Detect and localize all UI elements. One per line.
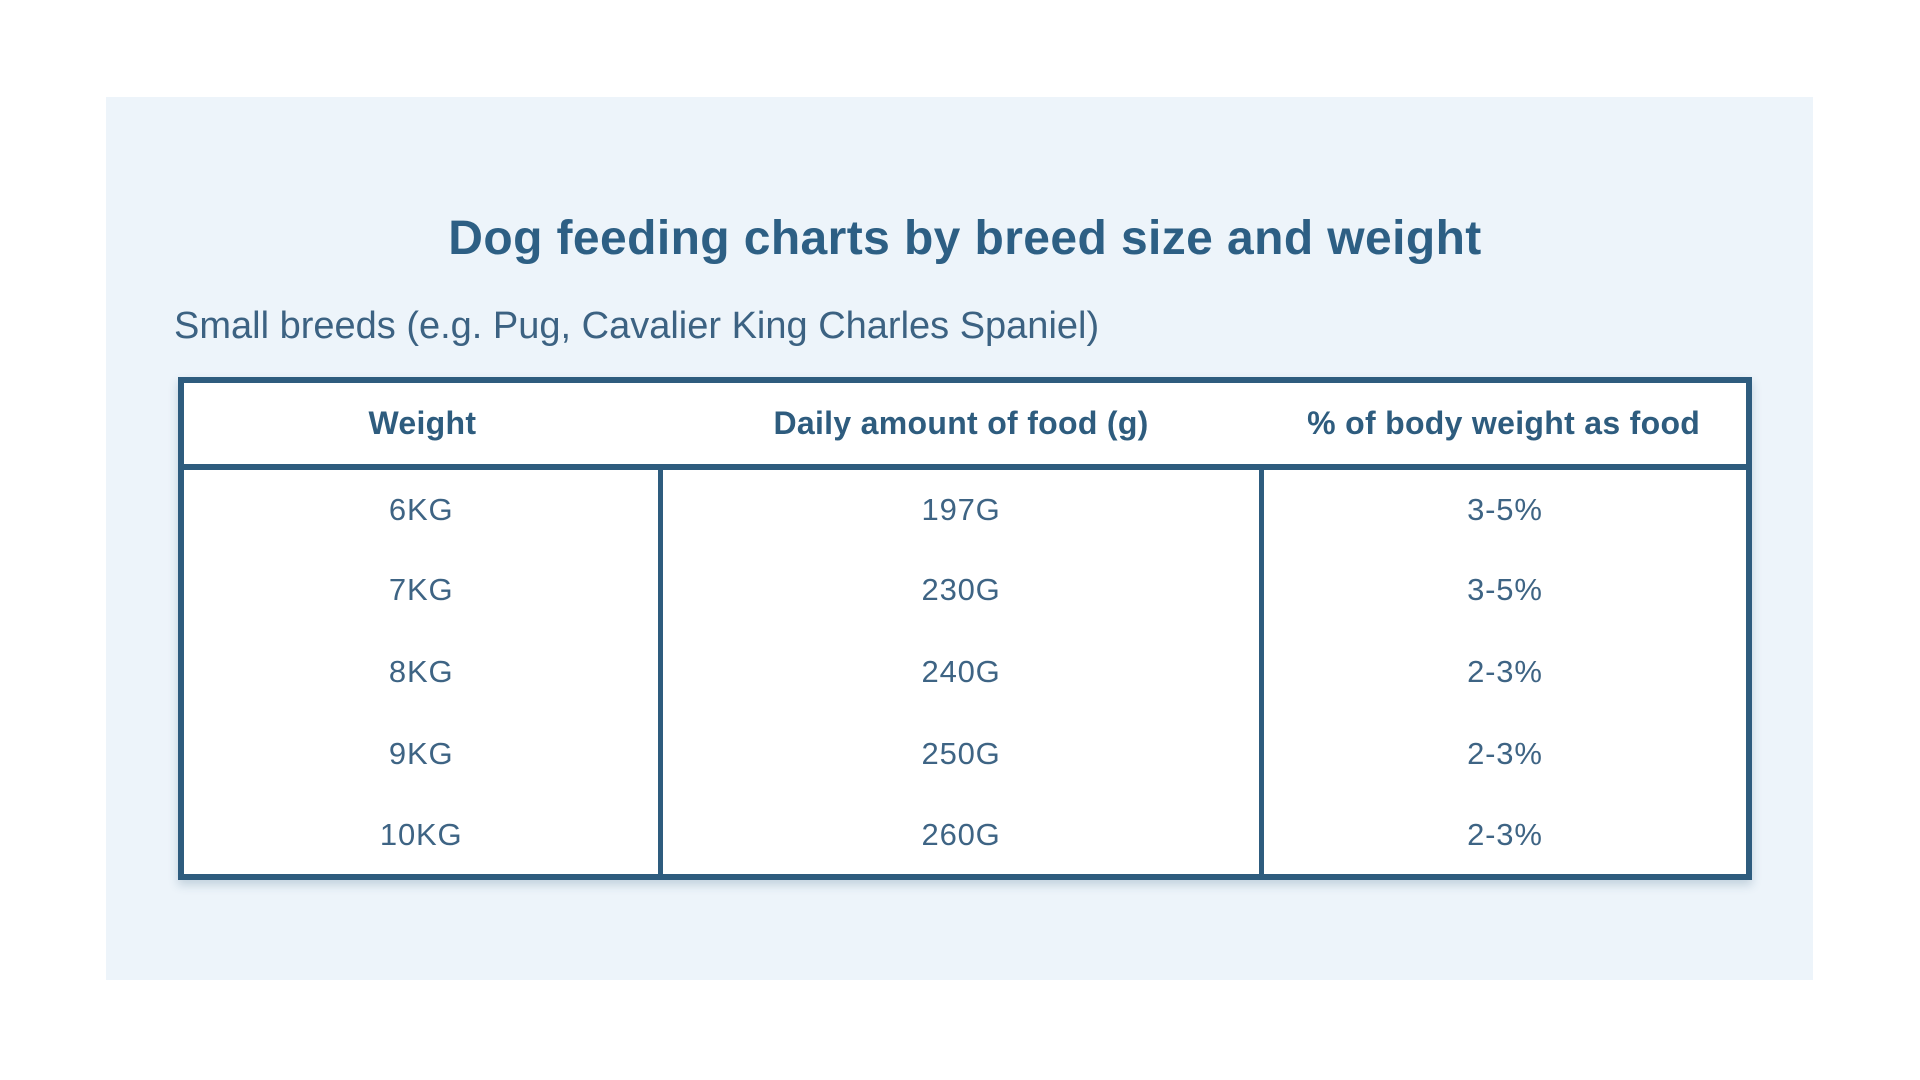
- page-title: Dog feeding charts by breed size and wei…: [448, 212, 1482, 266]
- body-weight-pct-cell: 2-3%: [1258, 795, 1749, 877]
- weight-cell: 9KG: [388, 736, 454, 771]
- weight-cell: 8KG: [388, 654, 454, 689]
- body-weight-pct-cell: 3-5%: [1258, 467, 1749, 549]
- column-header-weight: Weight: [181, 380, 661, 470]
- table-row: 7KG 230G 3-5%: [181, 549, 1749, 631]
- feeding-table-container: Weight Daily amount of food (g) % of bod…: [178, 377, 1752, 880]
- daily-food-cell: 260G: [658, 795, 1262, 877]
- body-weight-pct-cell: 2-3%: [1258, 631, 1749, 713]
- weight-cell: 10KG: [379, 816, 463, 852]
- table-row: 10KG 260G 2-3%: [181, 795, 1749, 877]
- table-header: Weight Daily amount of food (g) % of bod…: [181, 380, 1749, 470]
- body-weight-pct-cell: 3-5%: [1258, 549, 1749, 631]
- table-body: 6KG 197G 3-5% 7KG 230G 3-5% 8KG 240G 2-3…: [181, 467, 1749, 877]
- table-row: 8KG 240G 2-3%: [181, 631, 1749, 713]
- content-card: Dog feeding charts by breed size and wei…: [106, 97, 1813, 980]
- column-header-body-weight-pct: % of body weight as food: [1261, 380, 1749, 470]
- column-header-daily-food: Daily amount of food (g): [660, 380, 1262, 470]
- daily-food-cell: 240G: [658, 631, 1262, 713]
- header-row: Weight Daily amount of food (g) % of bod…: [181, 380, 1749, 470]
- table-row: 9KG 250G 2-3%: [181, 713, 1749, 795]
- daily-food-cell: 197G: [658, 467, 1262, 549]
- feeding-table: Weight Daily amount of food (g) % of bod…: [178, 377, 1752, 880]
- body-weight-pct-cell: 2-3%: [1258, 713, 1749, 795]
- table-row: 6KG 197G 3-5%: [181, 467, 1749, 549]
- weight-cell: 7KG: [388, 572, 454, 607]
- daily-food-cell: 250G: [658, 713, 1262, 795]
- daily-food-cell: 230G: [658, 549, 1262, 631]
- page-subtitle: Small breeds (e.g. Pug, Cavalier King Ch…: [174, 304, 1100, 347]
- weight-cell: 6KG: [388, 491, 454, 527]
